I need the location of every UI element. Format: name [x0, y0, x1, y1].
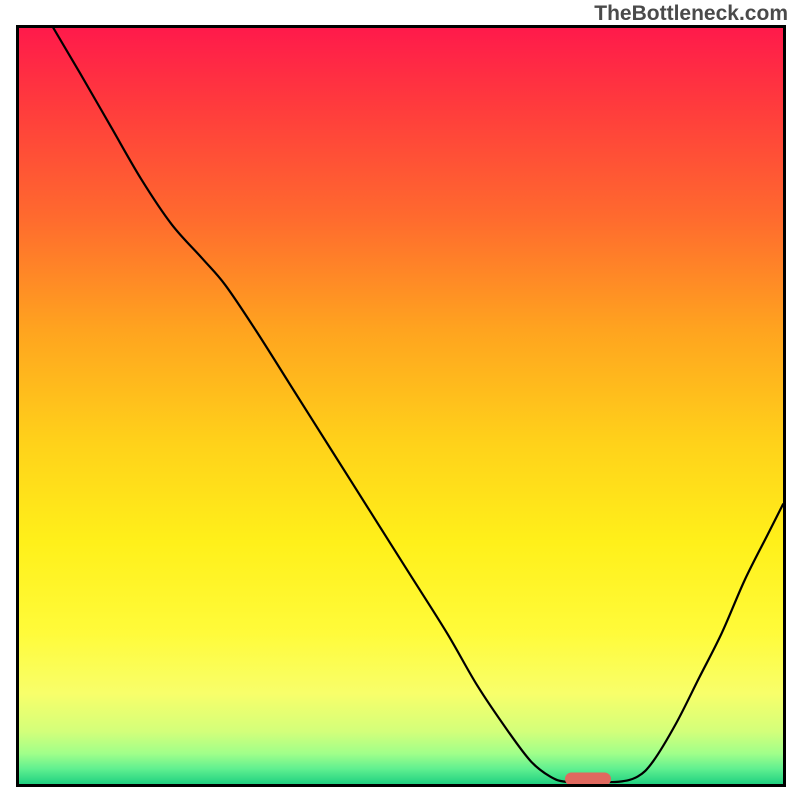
watermark-text: TheBottleneck.com — [594, 2, 788, 26]
optimal-marker — [565, 773, 611, 784]
bottleneck-curve — [19, 28, 783, 784]
plot-area — [19, 28, 783, 784]
